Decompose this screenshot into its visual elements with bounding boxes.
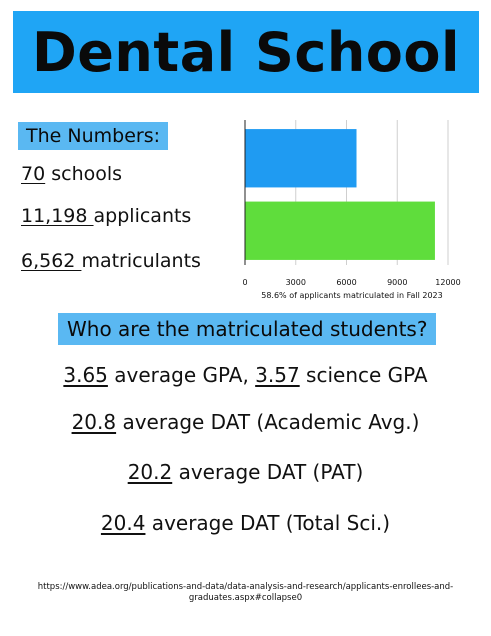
applicants-bar-chart: 0 3000 6000 9000 12000 58.6% of applicants m…	[242, 120, 461, 300]
bar-matriculants	[245, 129, 357, 188]
stat-dat-academic: 20.8 average DAT (Academic Avg.)	[0, 410, 491, 434]
bar-applicants	[245, 201, 435, 260]
dat-pat-label: average DAT (PAT)	[172, 460, 364, 484]
x-tick-label: 12000	[435, 278, 460, 287]
stat-dat-total-sci: 20.4 average DAT (Total Sci.)	[0, 511, 491, 535]
x-tick-label: 3000	[286, 278, 306, 287]
stat-applicants: 11,198 applicants	[21, 205, 191, 227]
stat-dat-pat: 20.2 average DAT (PAT)	[0, 460, 491, 484]
dat-aa-label: average DAT (Academic Avg.)	[116, 410, 420, 434]
x-tick-label: 9000	[387, 278, 407, 287]
stat-gpa: 3.65 average GPA, 3.57 science GPA	[0, 363, 491, 387]
dat-ts-value: 20.4	[100, 511, 146, 535]
source-url: https://www.adea.org/publications-and-da…	[37, 582, 454, 603]
dat-ts-label: average DAT (Total Sci.)	[145, 511, 391, 535]
title-banner: Dental School	[13, 11, 479, 93]
dat-aa-value: 20.8	[71, 410, 117, 434]
schools-label: schools	[45, 163, 123, 185]
page-title: Dental School	[31, 20, 460, 84]
dat-pat-value: 20.2	[127, 460, 173, 484]
gpa-value: 3.65	[63, 363, 108, 387]
gpa-mid: average GPA,	[107, 363, 256, 387]
gpa-end: science GPA	[299, 363, 428, 387]
chart-caption: 58.6% of applicants matriculated in Fall…	[261, 291, 443, 300]
matriculated-heading: Who are the matriculated students?	[58, 313, 437, 345]
stat-matriculants: 6,562 matriculants	[21, 250, 201, 272]
numbers-heading: The Numbers:	[18, 122, 169, 150]
matriculants-label: matriculants	[81, 250, 201, 272]
applicants-label: applicants	[93, 205, 192, 227]
x-tick-label: 0	[242, 278, 247, 287]
stat-schools: 70 schools	[21, 163, 122, 185]
x-tick-label: 6000	[336, 278, 356, 287]
science-gpa-value: 3.57	[255, 363, 300, 387]
matriculants-value: 6,562	[21, 250, 82, 272]
applicants-value: 11,198	[21, 205, 94, 227]
schools-value: 70	[21, 163, 46, 185]
